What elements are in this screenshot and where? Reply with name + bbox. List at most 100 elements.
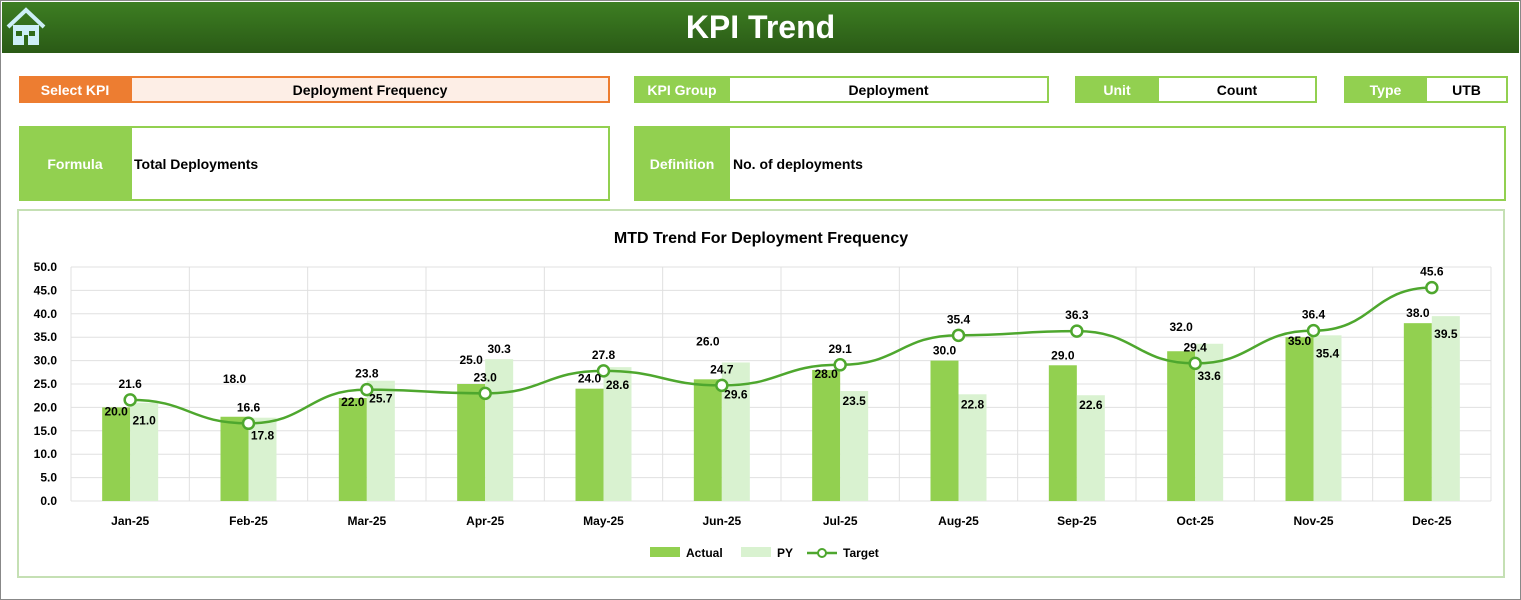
target-point bbox=[951, 328, 966, 343]
target-data-label: 16.6 bbox=[237, 400, 261, 414]
bar-actual bbox=[575, 388, 604, 501]
bar-py bbox=[1076, 395, 1105, 501]
target-line bbox=[130, 286, 1432, 425]
py-data-label: 30.3 bbox=[487, 342, 511, 356]
type-label: Type bbox=[1344, 76, 1427, 103]
bar-py bbox=[248, 417, 277, 501]
y-tick-label: 5.0 bbox=[40, 471, 57, 485]
formula-label: Formula bbox=[19, 126, 131, 201]
target-point bbox=[241, 416, 256, 431]
actual-data-label: 18.0 bbox=[223, 372, 247, 386]
actual-data-label: 29.0 bbox=[1051, 348, 1075, 362]
actual-data-label: 24.0 bbox=[578, 372, 602, 386]
bar-py bbox=[840, 391, 869, 501]
y-tick-label: 15.0 bbox=[34, 424, 58, 438]
bar-py bbox=[958, 394, 987, 501]
target-data-label: 21.6 bbox=[118, 377, 142, 391]
bar-actual bbox=[693, 379, 722, 501]
chart-title: MTD Trend For Deployment Frequency bbox=[614, 230, 908, 247]
x-tick-label: Jul-25 bbox=[823, 514, 858, 528]
legend-target-marker bbox=[817, 548, 827, 558]
py-data-label: 35.4 bbox=[1316, 346, 1340, 360]
bar-actual bbox=[1403, 323, 1432, 501]
actual-data-label: 35.0 bbox=[1288, 334, 1312, 348]
legend-py-swatch bbox=[741, 547, 771, 557]
y-tick-label: 10.0 bbox=[34, 447, 58, 461]
target-point bbox=[1425, 280, 1439, 295]
actual-data-label: 30.0 bbox=[933, 344, 957, 358]
py-data-label: 22.8 bbox=[961, 397, 985, 411]
bar-actual bbox=[812, 369, 841, 501]
bar-py bbox=[1313, 335, 1342, 501]
trend-chart: MTD Trend For Deployment Frequency 0.0 5.0… bbox=[17, 209, 1505, 578]
y-tick-label: 45.0 bbox=[34, 283, 58, 297]
select-kpi-label: Select KPI bbox=[19, 76, 131, 103]
target-point bbox=[1070, 324, 1084, 338]
bar-actual bbox=[1048, 365, 1077, 501]
y-tick-label: 35.0 bbox=[34, 330, 58, 344]
x-tick-label: Nov-25 bbox=[1293, 514, 1333, 528]
x-tick-label: Jan-25 bbox=[111, 514, 149, 528]
bar-actual bbox=[1285, 337, 1314, 501]
target-point bbox=[715, 378, 729, 393]
type-value: UTB bbox=[1425, 76, 1508, 103]
target-point bbox=[360, 382, 374, 397]
py-data-label: 23.5 bbox=[842, 394, 866, 408]
target-point bbox=[596, 364, 611, 378]
bar-actual bbox=[338, 398, 367, 501]
bar-actual bbox=[930, 360, 959, 501]
x-tick-label: Sep-25 bbox=[1057, 514, 1097, 528]
bar-actual bbox=[220, 416, 249, 501]
x-tick-label: May-25 bbox=[583, 514, 624, 528]
target-data-label: 23.0 bbox=[473, 370, 497, 384]
py-data-label: 25.7 bbox=[369, 392, 393, 406]
y-tick-label: 40.0 bbox=[34, 307, 58, 321]
target-data-label: 23.8 bbox=[355, 367, 379, 381]
bar-actual bbox=[457, 384, 486, 501]
x-tick-label: Aug-25 bbox=[938, 514, 979, 528]
y-tick-label: 50.0 bbox=[34, 260, 58, 274]
py-data-label: 22.6 bbox=[1079, 398, 1103, 412]
target-data-label: 29.4 bbox=[1183, 340, 1207, 354]
target-data-label: 45.6 bbox=[1420, 265, 1444, 279]
y-tick-label: 0.0 bbox=[40, 494, 57, 508]
home-icon[interactable] bbox=[5, 7, 47, 47]
target-point bbox=[1306, 323, 1321, 338]
x-tick-label: Oct-25 bbox=[1176, 514, 1214, 528]
x-tick-label: Mar-25 bbox=[347, 514, 386, 528]
title-text: KPI Trend bbox=[685, 9, 836, 45]
bar-actual bbox=[1167, 351, 1196, 501]
x-tick-label: Jun-25 bbox=[702, 514, 741, 528]
unit-label: Unit bbox=[1075, 76, 1159, 103]
py-data-label: 33.6 bbox=[1197, 369, 1221, 383]
y-tick-label: 20.0 bbox=[34, 400, 58, 414]
target-data-label: 27.8 bbox=[592, 348, 616, 362]
target-data-label: 36.3 bbox=[1065, 308, 1089, 322]
actual-data-label: 28.0 bbox=[814, 367, 838, 381]
py-data-label: 17.8 bbox=[251, 429, 275, 443]
legend-actual: Actual bbox=[686, 546, 723, 560]
target-data-label: 24.7 bbox=[710, 362, 734, 376]
actual-data-label: 25.0 bbox=[459, 353, 483, 367]
bar-py bbox=[603, 367, 632, 501]
chart-svg: MTD Trend For Deployment Frequency 0.0 5.0… bbox=[34, 230, 1492, 560]
py-data-label: 39.5 bbox=[1434, 327, 1458, 341]
actual-data-label: 20.0 bbox=[104, 404, 128, 418]
x-tick-label: Dec-25 bbox=[1412, 514, 1452, 528]
definition-label: Definition bbox=[634, 126, 730, 201]
target-point bbox=[123, 393, 137, 407]
bar-actual bbox=[102, 407, 131, 501]
legend-py: PY bbox=[777, 546, 793, 560]
select-kpi-dropdown[interactable]: Deployment Frequency bbox=[130, 76, 610, 103]
kpi-group-label: KPI Group bbox=[634, 76, 730, 103]
target-point bbox=[478, 386, 492, 401]
page-title: KPI Trend bbox=[2, 2, 1519, 53]
target-data-label: 36.4 bbox=[1302, 308, 1326, 322]
definition-value: No. of deployments bbox=[728, 126, 1506, 201]
formula-value: Total Deployments bbox=[130, 126, 610, 201]
py-data-label: 29.6 bbox=[724, 387, 748, 401]
actual-data-label: 32.0 bbox=[1169, 320, 1193, 334]
py-data-label: 28.6 bbox=[606, 378, 630, 392]
target-data-label: 29.1 bbox=[828, 342, 852, 356]
actual-data-label: 26.0 bbox=[696, 334, 720, 348]
